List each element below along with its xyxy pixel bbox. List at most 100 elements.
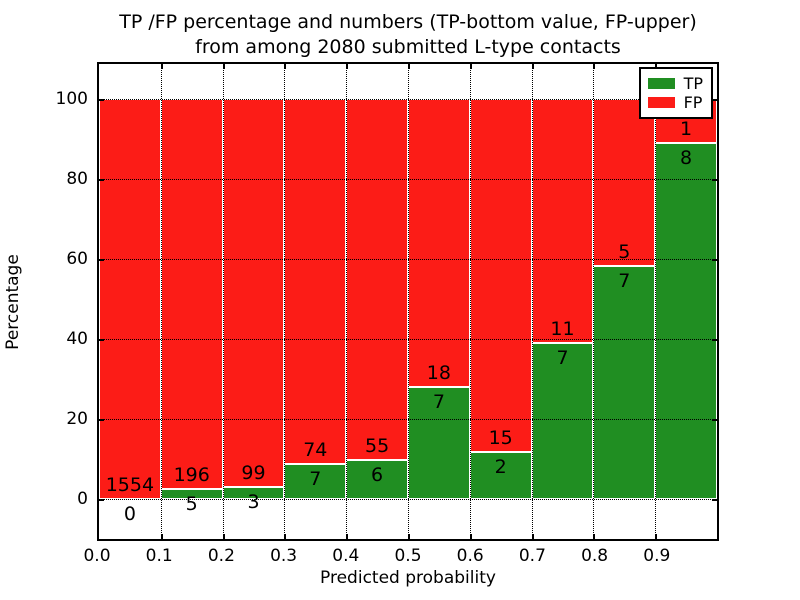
bar-segment-fp: [284, 99, 347, 465]
y-tick-mark: [99, 99, 104, 101]
legend-swatch-fp: [647, 97, 675, 108]
grid-hline: [99, 259, 717, 260]
bar-segment-fp: [593, 99, 656, 266]
y-tick-mark: [712, 99, 717, 101]
x-tick-label: 0.8: [581, 546, 609, 566]
legend-label-tp: TP: [683, 73, 703, 93]
fp-count-label: 15: [488, 426, 513, 449]
grid-vline: [593, 64, 595, 539]
fp-count-label: 55: [364, 434, 390, 457]
bar-segment-fp: [346, 99, 408, 460]
x-tick-label: 0.0: [83, 546, 111, 566]
bar-segment-fp: [160, 99, 223, 490]
x-tick-label: 0.2: [207, 546, 235, 566]
plot-area: 1554 0 196 5 99 3 74 7 55 6 18 7 15 2 11 7 5 7 1 8 TP FP: [97, 62, 719, 541]
tp-count-label: 6: [371, 463, 384, 486]
fp-count-label: 1: [680, 118, 693, 141]
fp-count-label: 11: [550, 318, 575, 341]
chart-title: TP /FP percentage and numbers (TP-bottom…: [97, 10, 719, 60]
fp-count-label: 5: [618, 240, 631, 263]
grid-vline: [160, 64, 162, 539]
bar-segment-tp: [593, 265, 656, 499]
y-tick-mark: [99, 499, 104, 501]
y-tick-label: 0: [77, 489, 88, 509]
grid-hline: [99, 99, 717, 100]
tp-count-label: 5: [185, 493, 198, 516]
chart-title-line2: from among 2080 submitted L-type contact…: [195, 36, 621, 58]
y-tick-mark: [712, 179, 717, 181]
y-tick-label: 80: [66, 169, 88, 189]
x-tick-mark: [531, 534, 534, 539]
plot-inner: 1554 0 196 5 99 3 74 7 55 6 18 7 15 2 11 7 5 7 1 8 TP FP: [99, 64, 717, 539]
grid-hline: [99, 419, 717, 420]
x-tick-mark: [160, 64, 163, 69]
y-tick-mark: [99, 419, 104, 421]
bar-segment-fp: [469, 99, 532, 452]
legend: TP FP: [638, 67, 713, 119]
fp-count-label: 1554: [105, 474, 155, 496]
grid-vline: [531, 64, 533, 539]
x-tick-mark: [346, 64, 349, 69]
y-tick-mark: [712, 259, 717, 261]
x-tick-mark: [284, 534, 287, 539]
grid-vline: [469, 64, 471, 539]
y-tick-mark: [99, 259, 104, 261]
grid-vline: [284, 64, 286, 539]
x-tick-mark: [655, 534, 658, 539]
x-tick-label: 0.3: [270, 546, 298, 566]
x-tick-mark: [408, 64, 410, 69]
legend-item-fp: FP: [647, 92, 703, 112]
fp-count-label: 18: [426, 362, 451, 384]
bar-segment-fp: [531, 99, 594, 344]
x-tick-label: 0.5: [394, 546, 422, 566]
x-tick-label: 0.6: [456, 546, 484, 566]
x-tick-label: 0.7: [518, 546, 546, 566]
y-tick-label: 20: [66, 409, 88, 429]
x-tick-mark: [284, 64, 287, 69]
y-tick-label: 60: [66, 249, 88, 269]
x-tick-label: 0.9: [643, 546, 671, 566]
grid-hline: [99, 499, 717, 500]
y-tick-label: 40: [66, 329, 88, 349]
y-axis-label: Percentage: [3, 254, 23, 350]
x-tick-mark: [531, 64, 534, 69]
fp-count-label: 74: [303, 439, 328, 462]
x-tick-mark: [469, 534, 472, 539]
grid-vline: [346, 64, 348, 539]
x-tick-mark: [655, 64, 658, 69]
bar-segment-tp: [469, 451, 532, 499]
bar-segment-tp: [408, 387, 470, 499]
y-tick-mark: [99, 339, 104, 341]
x-tick-mark: [160, 534, 163, 539]
tp-count-label: 8: [680, 147, 693, 170]
grid-vline: [408, 64, 409, 539]
x-tick-mark: [408, 534, 410, 539]
fp-count-label: 196: [173, 464, 210, 487]
x-tick-label: 0.1: [145, 546, 173, 566]
x-tick-mark: [222, 64, 225, 69]
tp-count-label: 7: [432, 391, 445, 413]
tp-count-label: 2: [494, 455, 507, 478]
grid-hline: [99, 179, 717, 180]
x-axis-label: Predicted probability: [320, 568, 496, 588]
y-tick-mark: [712, 419, 717, 421]
bar-segment-fp: [222, 99, 285, 488]
grid-vline: [655, 64, 657, 539]
grid-hline: [99, 339, 717, 340]
tp-count-label: 3: [247, 491, 260, 514]
x-tick-label: 0.4: [332, 546, 360, 566]
x-tick-mark: [222, 534, 225, 539]
bar-segment-fp: [99, 99, 161, 499]
tp-count-label: 7: [556, 347, 569, 370]
x-tick-mark: [346, 534, 349, 539]
y-tick-label: 100: [55, 89, 88, 109]
x-tick-mark: [593, 64, 596, 69]
grid-vline: [222, 64, 224, 539]
tp-count-label: 7: [309, 468, 322, 491]
y-tick-mark: [712, 339, 717, 341]
legend-label-fp: FP: [683, 92, 703, 112]
tp-count-label: 0: [123, 503, 136, 525]
legend-swatch-tp: [647, 78, 675, 89]
y-tick-mark: [712, 499, 717, 501]
